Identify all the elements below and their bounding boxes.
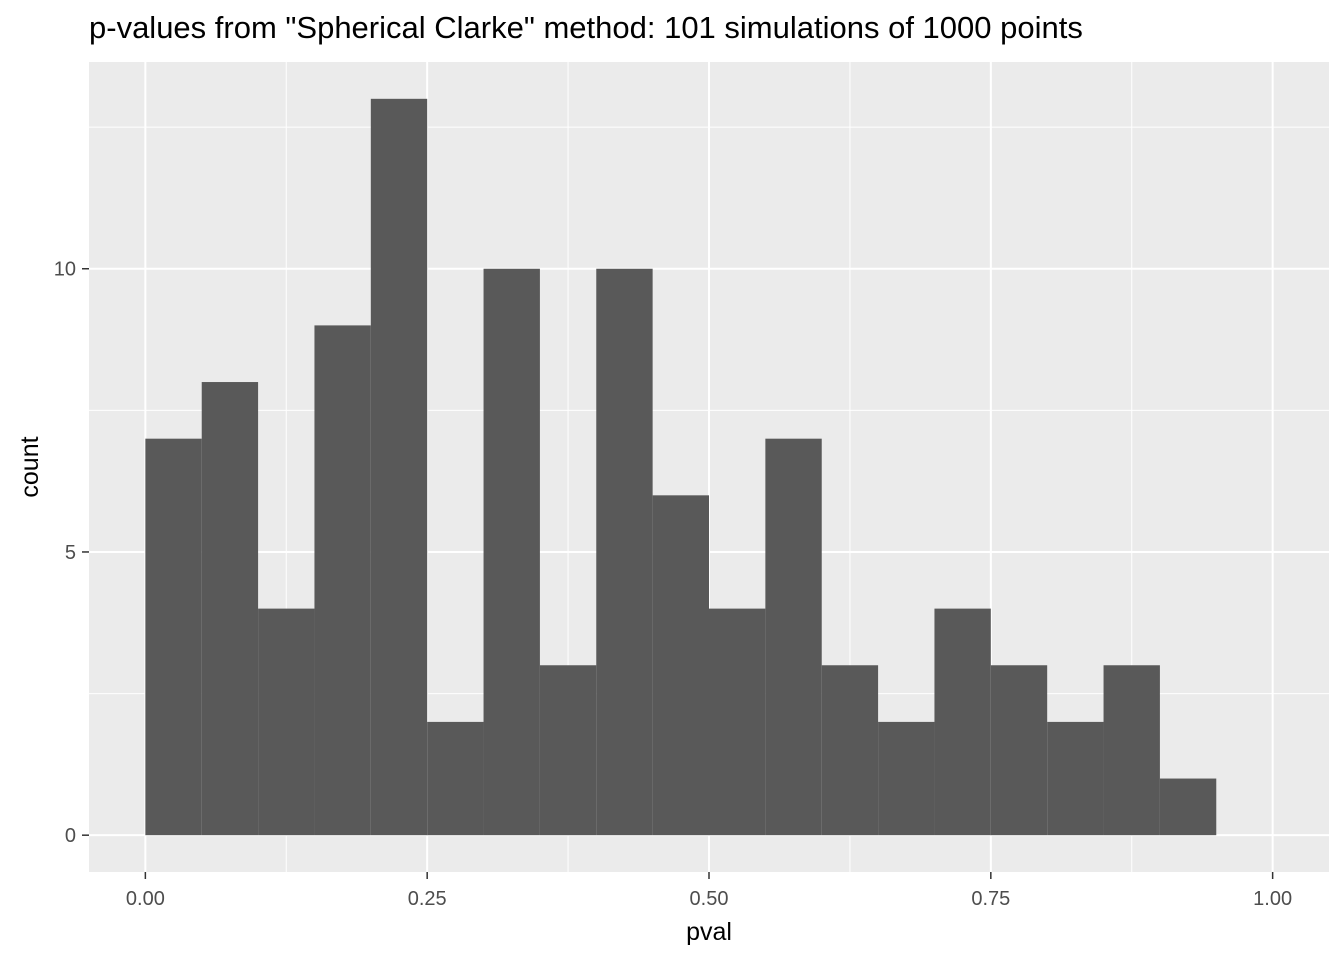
histogram-bar — [1103, 665, 1160, 836]
x-tick-label: 1.00 — [1253, 888, 1292, 910]
histogram-bar — [652, 495, 709, 836]
y-axis-title: count — [16, 436, 44, 497]
histogram-bar — [1047, 721, 1104, 836]
y-tick-label: 10 — [54, 259, 76, 281]
y-tick-label: 0 — [65, 825, 76, 847]
histogram-bar — [539, 665, 597, 836]
histogram-bar — [596, 268, 653, 836]
axes: 0.00 0.25 0.50 0.75 1.00 0 5 10 — [54, 259, 1292, 910]
histogram-bar — [314, 325, 371, 836]
x-tick-label: 0.75 — [971, 888, 1010, 910]
x-tick-label: 0.25 — [408, 888, 447, 910]
histogram-bar — [878, 721, 935, 836]
x-axis-title: pval — [686, 918, 732, 946]
histogram-bar — [765, 438, 822, 836]
chart-title: p-values from "Spherical Clarke" method:… — [89, 10, 1083, 45]
histogram-bar — [709, 608, 766, 836]
histogram-bar — [934, 608, 991, 836]
histogram-bar — [370, 98, 428, 836]
y-tick-label: 5 — [65, 542, 76, 564]
x-tick-label: 0.50 — [690, 888, 729, 910]
histogram-bar — [821, 665, 879, 836]
histogram-bar — [201, 382, 259, 836]
x-tick-label: 0.00 — [126, 888, 165, 910]
histogram-bar — [145, 438, 202, 836]
histogram-bar — [990, 665, 1048, 836]
histogram-bar — [427, 721, 484, 836]
histogram-bar — [258, 608, 315, 836]
histogram-bars — [145, 98, 1217, 836]
histogram-bar — [483, 268, 540, 836]
histogram-bar — [1159, 778, 1217, 836]
